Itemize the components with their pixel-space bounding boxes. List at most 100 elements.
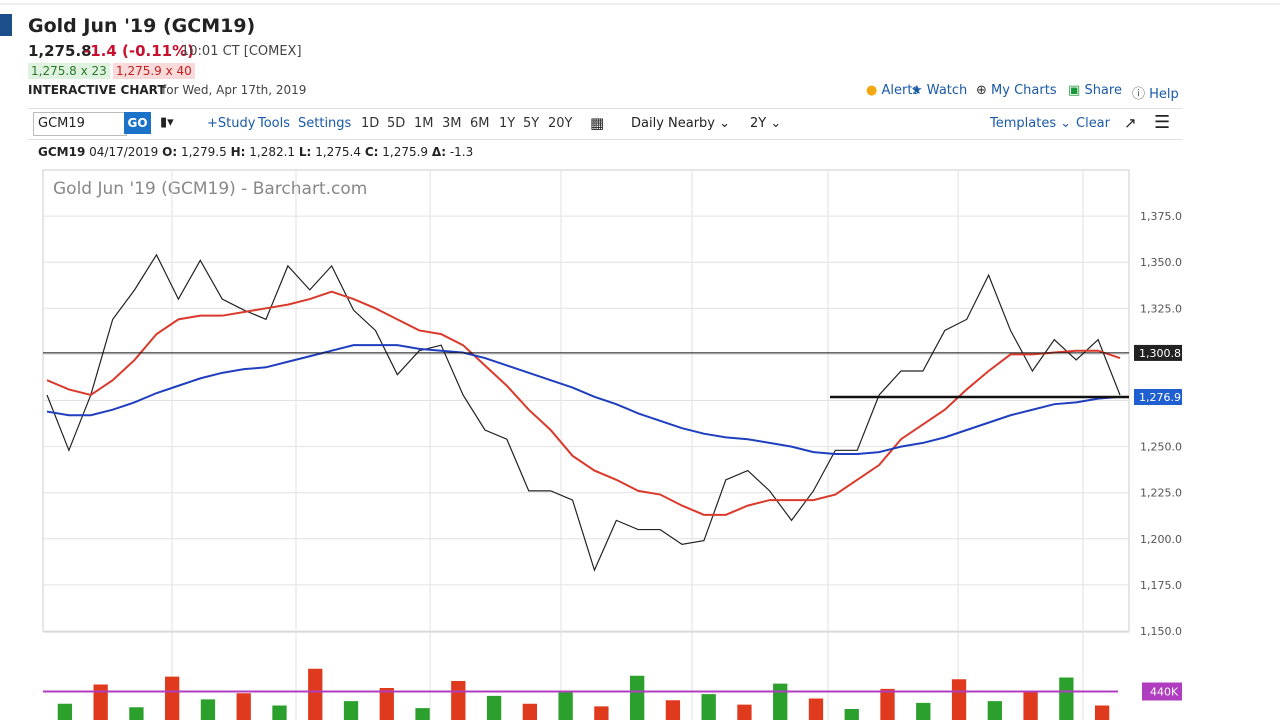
volume-bar: [93, 684, 108, 720]
volume-bar: [773, 683, 788, 720]
period-text[interactable]: 2Y: [750, 116, 767, 131]
volume-bar: [415, 708, 430, 720]
volume-bar: [844, 709, 859, 720]
range-button[interactable]: 3M: [442, 116, 462, 131]
volume-label: 440K: [1150, 686, 1179, 699]
period[interactable]: 2Y ⌄: [750, 116, 782, 131]
chart-label: INTERACTIVE CHART: [28, 83, 166, 97]
price-line: [46, 344, 1121, 455]
price-label: 1,300.8: [1139, 347, 1181, 360]
volume-bar: [951, 679, 967, 720]
range-button[interactable]: 6M: [470, 116, 490, 131]
aggregation[interactable]: Daily Nearby ⌄: [631, 116, 731, 131]
tools[interactable]: Tools: [258, 116, 291, 131]
quote-line: GCM19 04/17/2019 O: 1,279.5 H: 1,282.1 L…: [38, 145, 473, 159]
study[interactable]: +Study: [207, 116, 256, 131]
templates-text[interactable]: Templates: [990, 116, 1057, 131]
volume-bar: [808, 698, 824, 720]
volume-bar: [129, 707, 144, 720]
y-tick-label: 1,225.0: [1140, 487, 1182, 500]
volume-bar: [701, 694, 716, 720]
my-charts-link[interactable]: My Charts: [991, 83, 1057, 98]
chart-date: for Wed, Apr 17th, 2019: [162, 83, 307, 97]
y-tick-label: 1,350.0: [1140, 256, 1182, 269]
alerts[interactable]: ● Alerts: [866, 83, 920, 98]
high: 1,282.1: [249, 145, 296, 159]
ask: 1,275.9 x 40: [113, 63, 195, 79]
sidebar-tab[interactable]: [0, 14, 12, 36]
volume-bar: [57, 703, 73, 720]
time: 10:01 CT [COMEX]: [181, 44, 302, 59]
share-link[interactable]: Share: [1084, 83, 1122, 98]
watch-link[interactable]: Watch: [926, 83, 968, 98]
quote-symbol: GCM19: [38, 145, 86, 159]
volume-bar: [987, 701, 1002, 720]
volume-bar: [486, 695, 502, 720]
menu[interactable]: ☰: [1154, 112, 1171, 133]
volume-bar: [880, 688, 895, 720]
draw-tool[interactable]: ↗: [1124, 114, 1137, 132]
volume-bar: [379, 688, 394, 720]
volume-bar: [1094, 705, 1110, 720]
clear[interactable]: Clear: [1076, 116, 1110, 131]
symbol-input[interactable]: GCM19: [33, 112, 127, 136]
aggregation-text[interactable]: Daily Nearby: [631, 116, 716, 131]
range-button[interactable]: 5Y: [523, 116, 540, 131]
volume-bar: [343, 701, 359, 720]
settings[interactable]: Settings: [298, 116, 352, 131]
volume-bar: [236, 693, 251, 720]
price-label-box: [1134, 388, 1182, 405]
volume-bar: [272, 705, 287, 720]
chart-type-menu[interactable]: ▮▾: [160, 115, 174, 130]
low-label: L:: [298, 145, 312, 159]
range-button[interactable]: 1Y: [499, 116, 516, 131]
watch[interactable]: ★ Watch: [911, 83, 968, 98]
templates[interactable]: Templates ⌄: [990, 116, 1072, 131]
price-label: 1,276.9: [1139, 391, 1181, 404]
price-label-box: [1134, 344, 1182, 361]
y-tick-label: 1,175.0: [1140, 579, 1182, 592]
share[interactable]: ▣ Share: [1068, 83, 1122, 98]
alerts-link[interactable]: Alerts: [881, 83, 920, 98]
go-button[interactable]: GO: [124, 112, 151, 134]
range-button[interactable]: 5D: [387, 116, 406, 131]
quote-change: -1.3: [449, 145, 474, 159]
volume-bar: [1059, 677, 1074, 720]
my-charts[interactable]: ⊕ My Charts: [976, 83, 1057, 98]
low: 1,275.4: [315, 145, 361, 159]
calendar[interactable]: ▦: [590, 114, 605, 132]
volume-label-box: [1142, 682, 1182, 701]
volume-bar: [737, 704, 752, 720]
toolbar: [28, 108, 1182, 140]
price-line: [46, 290, 1121, 516]
chart-title: Gold Jun '19 (GCM19) - Barchart.com: [53, 179, 367, 199]
volume-bar: [916, 702, 931, 720]
change: -1.4 (-0.11%): [84, 42, 194, 60]
y-tick-label: 1,150.0: [1140, 625, 1182, 638]
range-button[interactable]: 1M: [414, 116, 434, 131]
volume-bar: [522, 703, 538, 720]
volume-bar: [308, 668, 323, 720]
help-link[interactable]: Help: [1149, 87, 1179, 102]
help[interactable]: ⓘ Help: [1132, 87, 1179, 102]
open: 1,279.5: [180, 145, 227, 159]
range-button[interactable]: 1D: [361, 116, 380, 131]
close-label: C:: [364, 145, 379, 159]
last-price: 1,275.8: [28, 42, 92, 60]
y-tick-label: 1,325.0: [1140, 302, 1182, 315]
quote-date: 04/17/2019: [89, 145, 159, 159]
volume-bar: [200, 699, 216, 720]
price-line: [46, 253, 1121, 572]
volume-bar: [165, 676, 180, 720]
bid: 1,275.8 x 23: [28, 63, 110, 79]
volume-bar: [1023, 691, 1038, 720]
y-tick-label: 1,250.0: [1140, 441, 1182, 454]
volume-bar: [594, 706, 609, 720]
high-label: H:: [230, 145, 246, 159]
range-button[interactable]: 20Y: [548, 116, 573, 131]
close: 1,275.9: [382, 145, 429, 159]
open-label: O:: [162, 145, 178, 159]
title: Gold Jun '19 (GCM19): [28, 15, 256, 37]
